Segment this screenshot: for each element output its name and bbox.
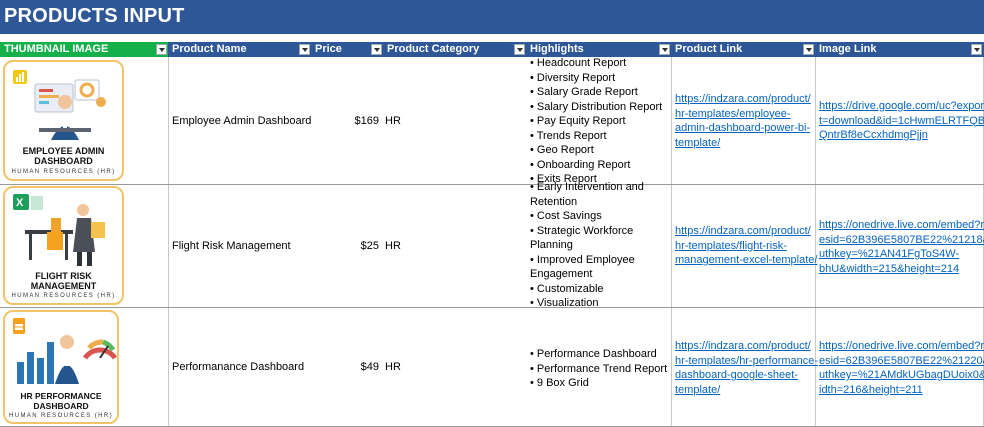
highlight-item: • Geo Report bbox=[530, 144, 594, 156]
highlight-item: • Onboarding Report bbox=[530, 158, 631, 171]
power-bi-icon bbox=[13, 70, 27, 84]
flight-risk-illustration: X bbox=[13, 194, 105, 266]
row-divider bbox=[0, 307, 984, 308]
column-header-product-link: Product Link bbox=[675, 43, 743, 55]
sheet-title: PRODUCTS INPUT bbox=[4, 5, 185, 27]
thumbnail-title: DASHBOARD bbox=[34, 156, 93, 166]
table-header-row: THUMBNAIL IMAGE Product Name Price Produ… bbox=[0, 42, 984, 57]
filter-dropdown-icon[interactable] bbox=[156, 44, 167, 55]
highlight-item: • Customizable bbox=[530, 282, 604, 295]
column-divider bbox=[168, 57, 169, 427]
column-header-thumbnail: THUMBNAIL IMAGE bbox=[0, 42, 168, 57]
highlight-item: • 9 Box Grid bbox=[530, 377, 589, 389]
column-divider bbox=[815, 57, 816, 427]
category-cell[interactable]: HR bbox=[385, 240, 401, 252]
highlight-item: • Performance Dashboard bbox=[530, 348, 657, 360]
highlight-item: • Strategic Workforce bbox=[530, 224, 634, 237]
column-header-product-category: Product Category bbox=[387, 43, 480, 55]
image-link[interactable]: https://onedrive.live.com/embed?r esid=6… bbox=[819, 340, 984, 396]
product-name-cell[interactable]: Employee Admin Dashboard bbox=[172, 115, 312, 127]
highlight-item: • Visualization bbox=[530, 297, 599, 306]
column-header-price: Price bbox=[315, 43, 342, 55]
product-name-cell[interactable]: Flight Risk Management bbox=[172, 240, 291, 252]
price-cell[interactable]: $169 bbox=[354, 115, 379, 127]
column-header-highlights: Highlights bbox=[530, 43, 584, 55]
highlights-cell[interactable]: • Early Intervention and Retention • Cos… bbox=[530, 180, 670, 306]
filter-dropdown-icon[interactable] bbox=[659, 44, 670, 55]
column-divider bbox=[671, 57, 672, 427]
svg-text:X: X bbox=[16, 197, 24, 209]
filter-dropdown-icon[interactable] bbox=[514, 44, 525, 55]
thumbnail-title: DASHBOARD bbox=[33, 401, 89, 411]
highlight-item: Retention bbox=[530, 195, 578, 208]
row-divider bbox=[0, 184, 984, 185]
product-thumbnail[interactable]: X FLIGHT RISK MANAGEMENT HUMAN RESOURCES… bbox=[3, 186, 124, 305]
highlight-item: Engagement bbox=[530, 268, 593, 280]
product-link[interactable]: https://indzara.com/product/ hr-template… bbox=[675, 93, 811, 149]
category-cell[interactable]: HR bbox=[385, 115, 401, 127]
hr-performance-illustration bbox=[13, 318, 117, 384]
product-thumbnail[interactable]: HR PERFORMANCE DASHBOARD HUMAN RESOURCES… bbox=[3, 310, 119, 424]
highlight-item: • Diversity Report bbox=[530, 71, 616, 84]
price-cell[interactable]: $25 bbox=[360, 240, 379, 252]
highlight-item: • Early Intervention and bbox=[530, 181, 644, 193]
spacer-row bbox=[0, 34, 984, 42]
highlight-item: • Pay Equity Report bbox=[530, 115, 626, 127]
highlight-item: • Salary Distribution Report bbox=[530, 100, 663, 113]
product-link[interactable]: https://indzara.com/product/ hr-template… bbox=[675, 225, 818, 266]
highlights-cell[interactable]: • Headcount Report • Diversity Report • … bbox=[530, 56, 670, 184]
filter-dropdown-icon[interactable] bbox=[299, 44, 310, 55]
highlight-item: • Cost Savings bbox=[530, 210, 602, 222]
highlight-item: • Performance Trend Report bbox=[530, 362, 668, 375]
highlight-item: Planning bbox=[530, 239, 573, 251]
highlights-cell[interactable]: • Performance Dashboard • Performance Tr… bbox=[530, 347, 670, 391]
thumbnail-title: MANAGEMENT bbox=[30, 281, 97, 291]
thumbnail-title: EMPLOYEE ADMIN bbox=[22, 146, 105, 156]
image-link[interactable]: https://drive.google.com/uc?expor t=down… bbox=[819, 100, 984, 141]
column-header-product-name: Product Name bbox=[172, 43, 247, 55]
highlight-item: • Improved Employee bbox=[530, 253, 635, 266]
image-link[interactable]: https://onedrive.live.com/embed?r esid=6… bbox=[819, 219, 984, 275]
highlight-item: • Trends Report bbox=[530, 129, 607, 142]
thumbnail-title: FLIGHT RISK bbox=[35, 271, 92, 281]
thumbnail-title: HR PERFORMANCE bbox=[20, 391, 102, 401]
highlight-item: • Salary Grade Report bbox=[530, 86, 638, 98]
sheet-title-bar: PRODUCTS INPUT bbox=[0, 0, 984, 34]
column-header-image-link: Image Link bbox=[819, 43, 877, 55]
excel-icon: X bbox=[13, 194, 29, 210]
highlight-item: • Exits Report bbox=[530, 173, 597, 184]
employee-admin-illustration bbox=[13, 70, 106, 140]
filter-dropdown-icon[interactable] bbox=[971, 44, 982, 55]
highlight-item: • Headcount Report bbox=[530, 57, 627, 69]
filter-dropdown-icon[interactable] bbox=[803, 44, 814, 55]
product-link[interactable]: https://indzara.com/product/ hr-template… bbox=[675, 340, 819, 396]
filter-dropdown-icon[interactable] bbox=[371, 44, 382, 55]
product-name-cell[interactable]: Performanance Dashboard bbox=[172, 361, 305, 373]
thumbnail-subtitle: HUMAN RESOURCES (HR) bbox=[11, 169, 116, 175]
thumbnail-subtitle: HUMAN RESOURCES (HR) bbox=[11, 293, 116, 299]
google-sheets-icon bbox=[13, 318, 25, 334]
product-thumbnail[interactable]: EMPLOYEE ADMIN DASHBOARD HUMAN RESOURCES… bbox=[3, 60, 124, 181]
category-cell[interactable]: HR bbox=[385, 361, 401, 373]
thumbnail-subtitle: HUMAN RESOURCES (HR) bbox=[8, 413, 113, 419]
price-cell[interactable]: $49 bbox=[360, 361, 379, 373]
